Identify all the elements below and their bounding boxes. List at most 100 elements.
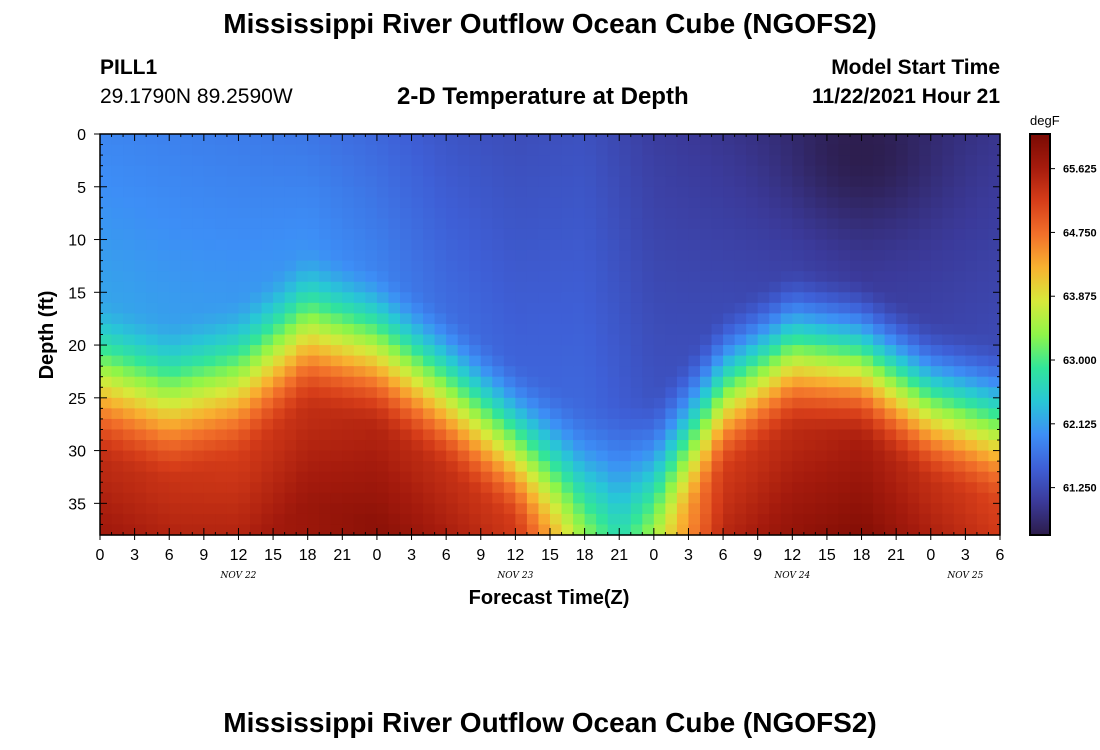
heatmap-cell	[180, 450, 193, 462]
heatmap-cell	[930, 387, 943, 399]
heatmap-cell	[180, 397, 193, 409]
heatmap-cell	[873, 134, 886, 146]
heatmap-cell	[503, 376, 516, 388]
heatmap-cell	[965, 207, 978, 220]
heatmap-cell	[723, 440, 736, 452]
heatmap-cell	[365, 524, 378, 536]
heatmap-cell	[815, 387, 828, 399]
heatmap-cell	[238, 503, 251, 515]
heatmap-cell	[238, 524, 251, 536]
heatmap-cell	[203, 513, 216, 526]
heatmap-cell	[676, 134, 690, 146]
heatmap-cell	[700, 387, 713, 399]
heatmap-cell	[919, 471, 932, 483]
heatmap-cell	[226, 503, 240, 515]
heatmap-cell	[192, 144, 205, 156]
heatmap-cell	[942, 302, 955, 314]
heatmap-cell	[803, 281, 816, 293]
heatmap-cell	[976, 302, 990, 314]
heatmap-cell	[319, 260, 332, 272]
heatmap-cell	[446, 165, 459, 177]
heatmap-cell	[907, 450, 920, 462]
heatmap-cell	[573, 418, 586, 431]
heatmap-cell	[457, 186, 470, 198]
heatmap-cell	[919, 281, 932, 293]
heatmap-cell	[619, 471, 632, 483]
heatmap-cell	[884, 228, 897, 241]
heatmap-cell	[296, 207, 309, 220]
heatmap-cell	[619, 524, 632, 536]
heatmap-cell	[376, 345, 390, 357]
heatmap-cell	[907, 144, 920, 156]
heatmap-cell	[515, 292, 528, 304]
heatmap-cell	[250, 492, 263, 504]
heatmap-cell	[376, 292, 390, 304]
heatmap-cell	[250, 144, 263, 156]
heatmap-cell	[515, 176, 528, 188]
heatmap-cell	[550, 492, 563, 504]
heatmap-cell	[503, 408, 516, 420]
heatmap-cell	[365, 366, 378, 378]
heatmap-cell	[250, 524, 263, 536]
heatmap-cell	[711, 513, 724, 526]
heatmap-cell	[873, 503, 886, 515]
heatmap-cell	[203, 218, 216, 230]
heatmap-cell	[873, 450, 886, 462]
heatmap-cell	[457, 387, 470, 399]
x-axis-label: Forecast Time(Z)	[469, 587, 630, 609]
heatmap-cell	[850, 345, 863, 357]
heatmap-cell	[723, 281, 736, 293]
heatmap-cell	[596, 313, 609, 325]
heatmap-cell	[100, 197, 113, 209]
heatmap-cell	[423, 292, 436, 304]
heatmap-cell	[284, 271, 297, 283]
heatmap-cell	[665, 461, 678, 473]
heatmap-cell	[584, 302, 597, 314]
heatmap-cell	[411, 228, 424, 241]
heatmap-cell	[850, 207, 863, 220]
heatmap-cell	[319, 355, 332, 367]
heatmap-cell	[353, 429, 366, 441]
heatmap-cell	[365, 218, 378, 230]
heatmap-cell	[746, 513, 759, 526]
heatmap-cell	[203, 376, 216, 388]
heatmap-cell	[446, 440, 459, 452]
heatmap-cell	[457, 134, 470, 146]
heatmap-cell	[296, 250, 309, 262]
heatmap-cell	[953, 440, 966, 452]
heatmap-cell	[942, 334, 955, 346]
heatmap-cell	[884, 524, 897, 536]
heatmap-cell	[469, 492, 482, 504]
heatmap-cell	[111, 176, 124, 188]
heatmap-cell	[769, 376, 782, 388]
heatmap-cell	[192, 440, 205, 452]
heatmap-cell	[757, 218, 770, 230]
heatmap-cell	[480, 218, 493, 230]
heatmap-cell	[538, 461, 551, 473]
heatmap-cell	[203, 165, 216, 177]
heatmap-cell	[976, 134, 990, 146]
heatmap-cell	[826, 197, 840, 209]
heatmap-cell	[434, 313, 447, 325]
heatmap-cell	[550, 513, 563, 526]
heatmap-cell	[180, 260, 193, 272]
heatmap-cell	[400, 503, 413, 515]
heatmap-cell	[157, 450, 170, 462]
heatmap-cell	[503, 176, 516, 188]
heatmap-cell	[700, 503, 713, 515]
heatmap-cell	[746, 503, 759, 515]
station-id: PILL1	[100, 56, 158, 79]
colorbar-tick-label: 63.000	[1063, 355, 1097, 367]
heatmap-cell	[930, 302, 943, 314]
heatmap-cell	[342, 408, 355, 420]
heatmap-cell	[319, 513, 332, 526]
x-day-label: NOV 24	[773, 571, 810, 581]
heatmap-cell	[619, 492, 632, 504]
heatmap-cell	[434, 176, 447, 188]
heatmap-cell	[411, 260, 424, 272]
heatmap-cell	[226, 524, 240, 536]
heatmap-cell	[157, 239, 170, 251]
heatmap-cell	[250, 334, 263, 346]
heatmap-cell	[215, 323, 228, 336]
heatmap-cell	[250, 165, 263, 177]
